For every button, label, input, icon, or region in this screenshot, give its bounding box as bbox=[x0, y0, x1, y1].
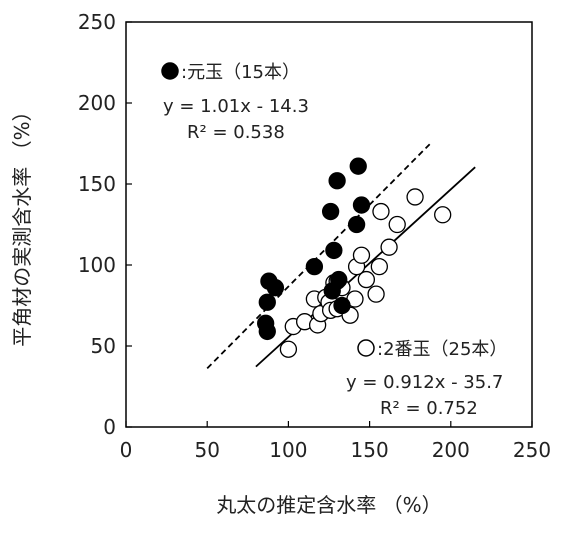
x-axis-title: 丸太の推定含水率 （%） bbox=[216, 493, 441, 517]
fit-equation-series2: y = 0.912x - 35.7 bbox=[346, 372, 503, 393]
y-tick-label: 50 bbox=[91, 334, 116, 358]
y-axis-ticks: 0 50 100 150 200 250 bbox=[78, 10, 132, 439]
y-tick-label: 0 bbox=[103, 415, 116, 439]
point-series2 bbox=[352, 246, 371, 264]
point-series2 bbox=[406, 188, 424, 206]
point-series2 bbox=[388, 215, 406, 234]
point-series1 bbox=[323, 282, 341, 300]
point-series1 bbox=[328, 172, 346, 190]
point-series1 bbox=[325, 241, 343, 260]
point-series2 bbox=[370, 257, 388, 276]
y-axis-title: 平角材の実測含水率 （%） bbox=[10, 101, 34, 346]
point-series1 bbox=[258, 293, 276, 311]
x-tick-label: 100 bbox=[269, 438, 307, 462]
x-tick-label: 50 bbox=[194, 438, 219, 462]
point-series1 bbox=[305, 257, 324, 276]
point-series2 bbox=[279, 340, 298, 358]
x-tick-label: 0 bbox=[120, 438, 133, 462]
point-series1 bbox=[347, 215, 366, 234]
legend-label-series2: :2番玉（25本） bbox=[377, 339, 507, 360]
y-tick-label: 200 bbox=[78, 91, 116, 115]
r2-series1: R² = 0.538 bbox=[187, 122, 285, 143]
point-series1 bbox=[258, 322, 276, 341]
r2-series2: R² = 0.752 bbox=[380, 398, 478, 419]
point-series2 bbox=[372, 202, 390, 221]
fit-line-series2 bbox=[255, 166, 476, 368]
y-tick-label: 100 bbox=[78, 253, 116, 277]
point-series2 bbox=[357, 270, 376, 289]
point-series1 bbox=[333, 296, 351, 315]
point-series1 bbox=[321, 202, 340, 221]
point-series1 bbox=[352, 196, 371, 214]
data-points bbox=[257, 157, 452, 358]
point-series2 bbox=[434, 206, 452, 224]
point-series2 bbox=[380, 238, 398, 256]
x-tick-label: 200 bbox=[432, 438, 470, 462]
legend-marker-series1 bbox=[161, 62, 179, 80]
y-tick-label: 150 bbox=[78, 172, 116, 196]
point-series1 bbox=[266, 279, 285, 297]
legend-label-series1: :元玉（15本） bbox=[181, 62, 300, 83]
x-tick-label: 150 bbox=[351, 438, 389, 462]
point-series1 bbox=[349, 157, 367, 175]
x-axis-ticks: 0 50 100 150 200 250 bbox=[120, 421, 551, 462]
fit-line-series1 bbox=[206, 143, 431, 369]
point-series2 bbox=[367, 285, 385, 303]
x-tick-label: 250 bbox=[513, 438, 551, 462]
legend-marker-series2 bbox=[357, 339, 375, 357]
y-tick-label: 250 bbox=[78, 10, 116, 34]
plot-area-frame bbox=[125, 21, 533, 428]
fit-equation-series1: y = 1.01x - 14.3 bbox=[163, 96, 309, 117]
